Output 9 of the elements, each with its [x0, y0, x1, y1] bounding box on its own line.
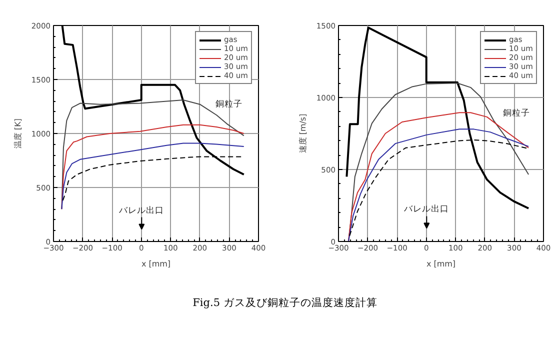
annotation: 銅粒子	[216, 98, 243, 110]
y-axis-title: 温度 [K]	[13, 118, 22, 149]
x-axis-title: x [mm]	[426, 260, 456, 268]
annotation: 銅粒子	[503, 108, 530, 119]
caption: Fig.5 ガス及び銅粒子の温度速度計算	[192, 296, 378, 311]
annotation: バレル出口	[403, 204, 450, 215]
annotation: バレル出口	[118, 204, 164, 216]
x-axis-title: x [mm]	[141, 260, 171, 268]
y-axis-title: 速度 [m/s]	[298, 114, 308, 154]
